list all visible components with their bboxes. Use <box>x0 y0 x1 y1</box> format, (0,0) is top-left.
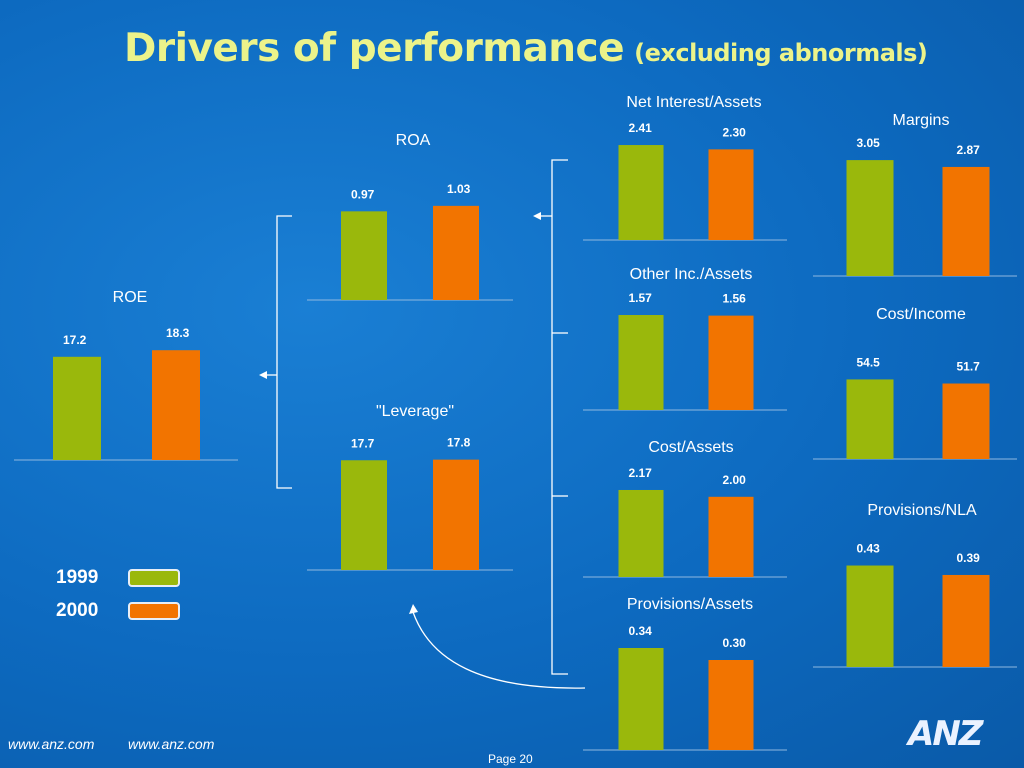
chart-title: Cost/Income <box>876 306 966 323</box>
chart-4: Net Interest/Assets 2.41 2.30 <box>583 94 787 241</box>
chart-title: ROE <box>113 289 148 306</box>
chart-3: "Leverage" 17.7 17.8 <box>307 403 513 571</box>
chart-1: ROE 17.2 18.3 <box>14 289 238 461</box>
data-label-2000: 1.03 <box>447 182 471 196</box>
legend-item-2000: 2000 <box>56 600 180 622</box>
roe-bracket <box>276 215 292 489</box>
data-label-1999: 0.43 <box>857 542 881 556</box>
footer-url-2[interactable]: www.anz.com <box>128 736 215 752</box>
bar-1999 <box>618 648 664 750</box>
data-label-2000: 51.7 <box>957 360 981 374</box>
bar-1999 <box>618 315 664 410</box>
logo-text: ANZ <box>908 714 983 754</box>
roa-bracket <box>551 159 568 675</box>
leverage-curve <box>412 611 586 689</box>
page-number: Page 20 <box>488 752 533 766</box>
bar-1999 <box>341 460 387 570</box>
data-label-1999: 54.5 <box>857 355 881 369</box>
bar-1999 <box>53 356 101 460</box>
data-label-1999: 17.7 <box>351 436 375 450</box>
legend-item-1999: 1999 <box>56 567 180 589</box>
chart-2: ROA 0.97 1.03 <box>307 132 513 301</box>
chart-title: Margins <box>893 112 950 129</box>
roa-arrowhead <box>533 212 541 220</box>
data-label-1999: 0.97 <box>351 187 375 201</box>
roe-arrowhead <box>259 371 267 379</box>
bar-1999 <box>341 211 387 300</box>
chart-title: ROA <box>396 132 431 149</box>
data-label-2000: 2.30 <box>723 125 747 139</box>
bar-1999 <box>846 160 894 276</box>
bar-2000 <box>708 149 754 240</box>
legend-swatch-2000 <box>128 602 180 620</box>
bar-2000 <box>708 496 754 577</box>
data-label-1999: 2.17 <box>629 466 653 480</box>
data-label-2000: 18.3 <box>166 326 190 340</box>
bar-1999 <box>846 565 894 667</box>
data-label-2000: 2.00 <box>723 473 747 487</box>
bar-2000 <box>433 205 479 300</box>
chart-7: Provisions/Assets 0.34 0.30 <box>583 596 787 751</box>
chart-title: "Leverage" <box>376 403 454 420</box>
bar-2000 <box>708 660 754 750</box>
data-label-1999: 1.57 <box>629 291 653 305</box>
bar-1999 <box>846 379 894 459</box>
title-main: Drivers of performance <box>124 26 625 71</box>
data-label-2000: 1.56 <box>723 292 747 306</box>
data-label-1999: 17.2 <box>63 333 87 347</box>
data-label-2000: 0.39 <box>957 551 981 565</box>
bar-charts: ROE 17.2 18.3 ROA 0.97 1.03 "Leverage" 17.7 17.8… <box>14 94 1017 751</box>
bar-1999 <box>618 145 664 240</box>
chart-5: Other Inc./Assets 1.57 1.56 <box>583 266 787 411</box>
chart-6: Cost/Assets 2.17 2.00 <box>583 439 787 578</box>
chart-title: Provisions/NLA <box>867 502 977 519</box>
footer-url-1[interactable]: www.anz.com <box>8 736 95 752</box>
legend-swatch-1999 <box>128 569 180 587</box>
anz-logo: ANZ <box>908 714 983 754</box>
bar-1999 <box>618 489 664 577</box>
chart-8: Margins 3.05 2.87 <box>813 112 1017 277</box>
slide-title: Drivers of performance (excluding abnorma… <box>124 26 928 71</box>
bar-2000 <box>942 574 990 667</box>
bar-2000 <box>708 315 754 410</box>
data-label-1999: 0.34 <box>629 624 653 638</box>
chart-9: Cost/Income 54.5 51.7 <box>813 306 1017 460</box>
bar-2000 <box>942 166 990 276</box>
chart-title: Cost/Assets <box>648 439 733 456</box>
legend-label-2000: 2000 <box>56 600 99 621</box>
data-label-2000: 0.30 <box>723 636 747 650</box>
bar-2000 <box>152 350 200 460</box>
connector-lines <box>259 159 586 689</box>
chart-title: Net Interest/Assets <box>626 94 761 111</box>
data-label-2000: 2.87 <box>957 143 981 157</box>
chart-title: Other Inc./Assets <box>630 266 753 283</box>
bar-2000 <box>942 383 990 459</box>
chart-title: Provisions/Assets <box>627 596 753 613</box>
title-subtitle: (excluding abnormals) <box>634 39 928 67</box>
data-label-1999: 2.41 <box>629 121 653 135</box>
bar-2000 <box>433 459 479 570</box>
data-label-2000: 17.8 <box>447 436 471 450</box>
leverage-arrowhead <box>409 604 418 614</box>
chart-10: Provisions/NLA 0.43 0.39 <box>813 502 1017 668</box>
legend-label-1999: 1999 <box>56 567 99 588</box>
data-label-1999: 3.05 <box>857 136 881 150</box>
